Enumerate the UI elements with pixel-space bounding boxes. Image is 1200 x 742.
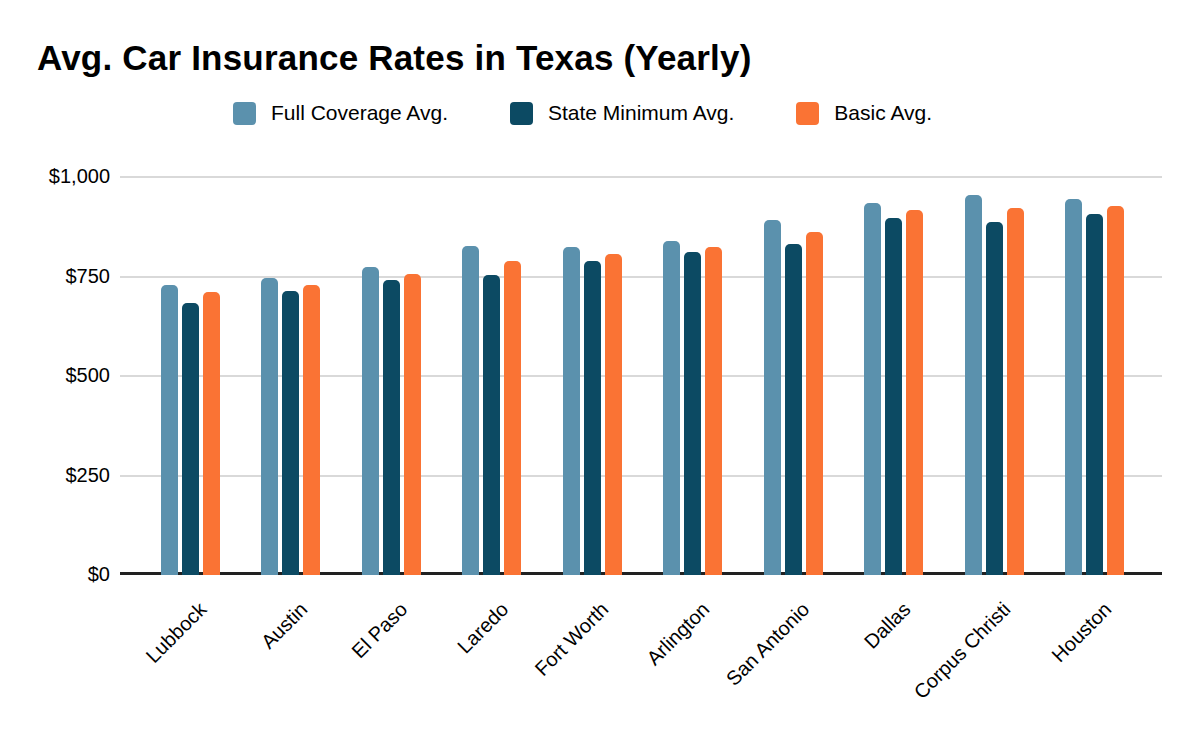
chart-title: Avg. Car Insurance Rates in Texas (Yearl…: [37, 38, 752, 78]
bar-fort-worth-basic-avg: [605, 254, 622, 575]
bar-austin-full-coverage-avg: [261, 278, 278, 575]
bar-lubbock-full-coverage-avg: [161, 285, 178, 575]
bar-laredo-full-coverage-avg: [462, 246, 479, 575]
chart-legend: Full Coverage Avg. State Minimum Avg. Basi…: [0, 101, 1165, 125]
legend-item-full-coverage-avg: Full Coverage Avg.: [233, 101, 448, 125]
legend-label-full-coverage-avg: Full Coverage Avg.: [271, 101, 448, 125]
bar-group-corpus-christi: [944, 177, 1045, 575]
bar-corpus-christi-state-minimum-avg: [986, 222, 1003, 575]
y-axis-label-750: $750: [0, 265, 110, 288]
bar-el-paso-state-minimum-avg: [383, 280, 400, 575]
legend-item-state-minimum-avg: State Minimum Avg.: [510, 101, 734, 125]
bar-houston-state-minimum-avg: [1086, 214, 1103, 575]
chart-page: { "chart_data": { "type": "bar", "title"…: [0, 0, 1200, 742]
bar-el-paso-basic-avg: [404, 274, 421, 575]
bar-laredo-basic-avg: [504, 261, 521, 575]
x-axis-labels: LubbockAustinEl PasoLaredoFort WorthArli…: [0, 598, 1200, 742]
bar-fort-worth-state-minimum-avg: [584, 261, 601, 575]
bar-fort-worth-full-coverage-avg: [563, 247, 580, 575]
bar-austin-basic-avg: [303, 285, 320, 575]
legend-swatch-state-minimum-avg: [510, 102, 533, 125]
bar-corpus-christi-basic-avg: [1007, 208, 1024, 575]
bar-groups: [140, 177, 1145, 575]
bar-group-houston: [1045, 177, 1146, 575]
bar-lubbock-state-minimum-avg: [182, 303, 199, 575]
bar-dallas-state-minimum-avg: [885, 218, 902, 575]
bar-el-paso-full-coverage-avg: [362, 267, 379, 575]
bar-san-antonio-state-minimum-avg: [785, 244, 802, 575]
bar-group-laredo: [442, 177, 543, 575]
y-axis-label-500: $500: [0, 364, 110, 387]
bar-houston-full-coverage-avg: [1065, 199, 1082, 575]
bar-arlington-full-coverage-avg: [663, 241, 680, 575]
y-axis-label-0: $0: [0, 563, 110, 586]
bar-lubbock-basic-avg: [203, 292, 220, 575]
y-axis-label-1000: $1,000: [0, 165, 110, 188]
legend-label-basic-avg: Basic Avg.: [834, 101, 932, 125]
bar-san-antonio-full-coverage-avg: [764, 220, 781, 575]
bar-austin-state-minimum-avg: [282, 291, 299, 575]
bar-group-lubbock: [140, 177, 241, 575]
bar-group-fort-worth: [542, 177, 643, 575]
legend-label-state-minimum-avg: State Minimum Avg.: [548, 101, 734, 125]
legend-item-basic-avg: Basic Avg.: [796, 101, 932, 125]
bar-laredo-state-minimum-avg: [483, 275, 500, 575]
bar-group-arlington: [643, 177, 744, 575]
legend-swatch-full-coverage-avg: [233, 102, 256, 125]
legend-swatch-basic-avg: [796, 102, 819, 125]
bar-dallas-basic-avg: [906, 210, 923, 575]
bar-dallas-full-coverage-avg: [864, 203, 881, 575]
bar-arlington-state-minimum-avg: [684, 252, 701, 575]
bar-group-san-antonio: [743, 177, 844, 575]
bar-corpus-christi-full-coverage-avg: [965, 195, 982, 575]
bar-houston-basic-avg: [1107, 206, 1124, 575]
plot-area: $1,000$750$500$250$0: [120, 177, 1162, 575]
y-axis-label-250: $250: [0, 464, 110, 487]
bar-san-antonio-basic-avg: [806, 232, 823, 575]
bar-group-austin: [241, 177, 342, 575]
bar-arlington-basic-avg: [705, 247, 722, 575]
bar-group-dallas: [844, 177, 945, 575]
bar-group-el-paso: [341, 177, 442, 575]
